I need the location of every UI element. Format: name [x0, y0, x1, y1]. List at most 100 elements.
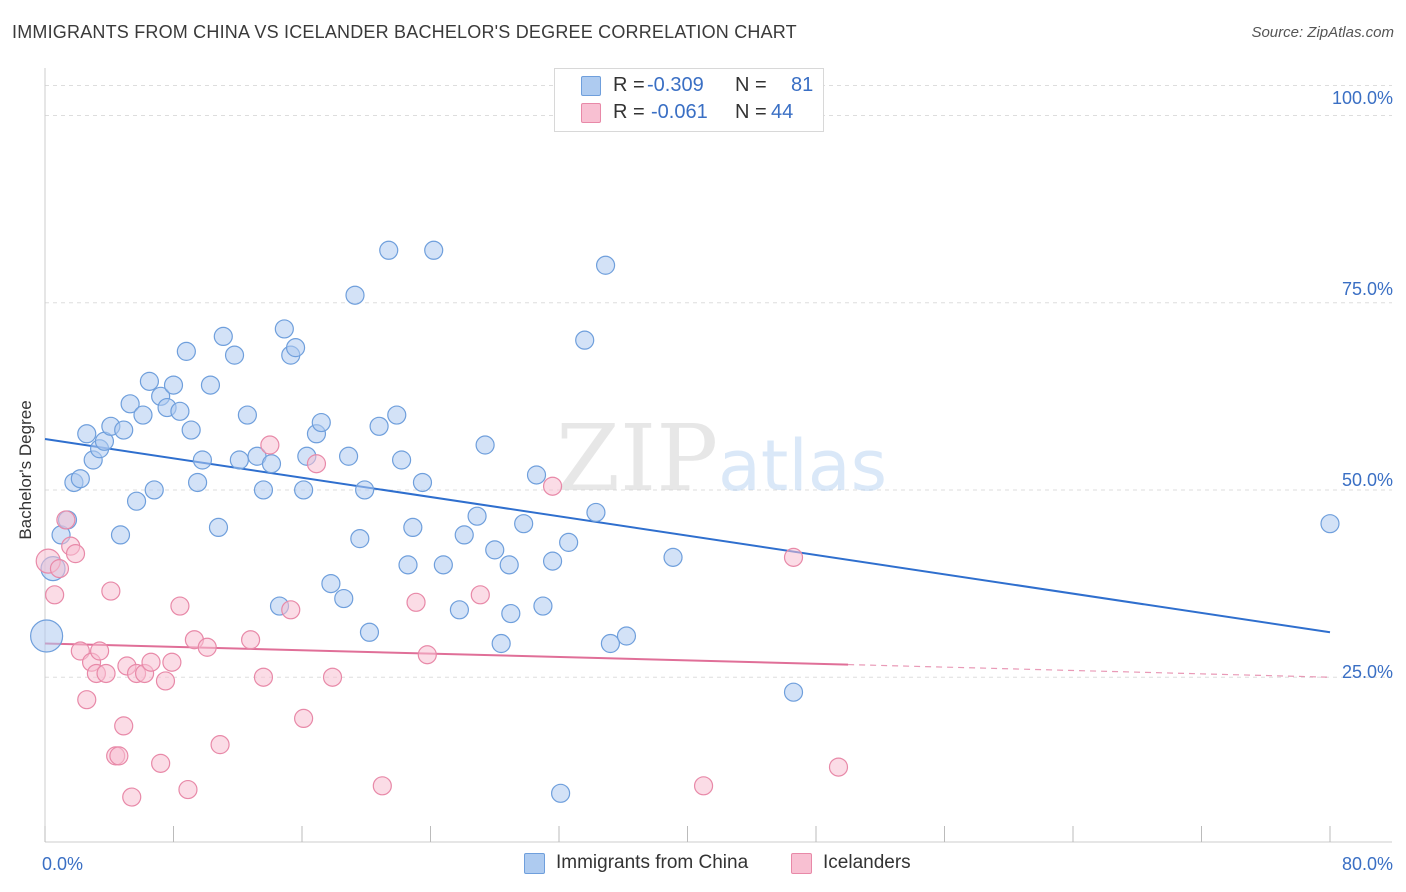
bottom-legend-label-icelanders: Icelanders	[823, 852, 911, 873]
point-icelanders	[56, 510, 76, 530]
y-axis-label: Bachelor's Degree	[16, 400, 35, 540]
legend-row-china: R = -0.309 N = 81	[555, 73, 823, 101]
point-icelanders	[77, 690, 97, 710]
point-china	[224, 345, 245, 365]
point-icelanders	[162, 652, 182, 672]
point-icelanders	[96, 663, 116, 684]
point-china	[321, 573, 341, 594]
point-china	[345, 285, 365, 305]
point-china	[616, 626, 637, 646]
point-china	[491, 633, 511, 654]
legend-r-label: R =	[613, 101, 645, 123]
bottom-legend-swatch-icelanders	[791, 853, 812, 874]
point-china	[475, 435, 495, 455]
point-china	[499, 555, 519, 575]
point-icelanders	[178, 779, 198, 800]
trend-lines	[44, 438, 1331, 678]
axes	[44, 68, 1392, 843]
point-china	[575, 330, 595, 350]
trend-line-extension-icelanders	[848, 663, 1331, 678]
data-points	[30, 240, 1340, 807]
point-icelanders	[470, 585, 490, 605]
legend-n-value-china: 81	[791, 74, 814, 96]
legend-swatch-china	[581, 76, 601, 96]
trend-line-china	[44, 438, 1331, 634]
point-china	[30, 619, 64, 653]
point-icelanders	[114, 716, 134, 736]
tick-labels: 100.0% 75.0% 50.0% 25.0% 0.0% 80.0%	[42, 88, 1393, 874]
point-china	[229, 450, 249, 470]
point-icelanders	[693, 776, 714, 796]
x-tick-label-min: 0.0%	[42, 854, 83, 874]
point-icelanders	[322, 667, 343, 687]
point-china	[237, 405, 257, 425]
point-china	[595, 255, 616, 275]
point-icelanders	[65, 544, 86, 564]
point-china	[485, 540, 505, 560]
point-china	[424, 240, 444, 260]
gridlines	[45, 84, 1392, 678]
point-china	[187, 472, 208, 493]
point-china	[338, 446, 359, 466]
point-china	[412, 472, 433, 493]
point-icelanders	[90, 641, 110, 661]
point-china	[586, 502, 606, 523]
point-china	[70, 469, 90, 489]
point-china	[379, 240, 399, 260]
point-china	[387, 405, 407, 425]
point-china	[294, 480, 314, 500]
point-icelanders	[417, 645, 437, 665]
point-china	[514, 514, 534, 534]
point-icelanders	[197, 637, 217, 657]
point-china	[213, 326, 233, 347]
bottom-legend-label-china: Immigrants from China	[556, 852, 749, 873]
point-china	[1320, 514, 1340, 534]
legend-r-value-china: -0.309	[647, 74, 704, 96]
point-icelanders	[155, 671, 176, 691]
point-china	[533, 596, 553, 616]
point-icelanders	[828, 757, 849, 777]
point-china	[369, 416, 389, 436]
point-icelanders	[141, 652, 161, 672]
point-china	[454, 525, 474, 545]
watermark-zip: ZIP	[556, 405, 718, 512]
point-china	[783, 682, 804, 702]
point-china	[663, 547, 683, 567]
chart-title: IMMIGRANTS FROM CHINA VS ICELANDER BACHE…	[12, 22, 797, 42]
point-china	[192, 450, 213, 470]
point-china	[133, 405, 153, 425]
point-china	[391, 450, 412, 470]
point-icelanders	[260, 435, 280, 455]
watermark: ZIP atlas	[556, 405, 887, 512]
point-china	[467, 506, 487, 526]
point-china	[176, 341, 196, 361]
point-china	[542, 551, 563, 571]
point-china	[355, 480, 375, 500]
point-icelanders	[306, 454, 327, 474]
source-label: Source: ZipAtlas.com	[1251, 24, 1394, 41]
point-icelanders	[170, 596, 190, 616]
y-tick-label-75: 75.0%	[1342, 279, 1393, 299]
point-china	[551, 783, 571, 803]
point-china	[120, 394, 140, 414]
point-china	[163, 375, 184, 395]
point-china	[311, 412, 331, 433]
point-china	[144, 480, 164, 500]
point-china	[433, 555, 453, 575]
point-china	[200, 375, 221, 395]
legend-row-icelanders: R = -0.061 N = 44	[555, 100, 823, 128]
legend-r-label: R =	[613, 74, 645, 96]
point-icelanders	[45, 585, 65, 605]
point-china	[253, 480, 274, 500]
point-china	[181, 420, 201, 440]
point-china	[139, 371, 160, 391]
x-tick-label-max: 80.0%	[1342, 854, 1393, 874]
point-china	[114, 420, 134, 440]
point-icelanders	[783, 547, 804, 567]
point-icelanders	[253, 667, 274, 687]
y-tick-label-100: 100.0%	[1332, 88, 1393, 108]
point-china	[261, 454, 282, 474]
y-tick-label-25: 25.0%	[1342, 662, 1393, 682]
point-china	[350, 529, 370, 549]
